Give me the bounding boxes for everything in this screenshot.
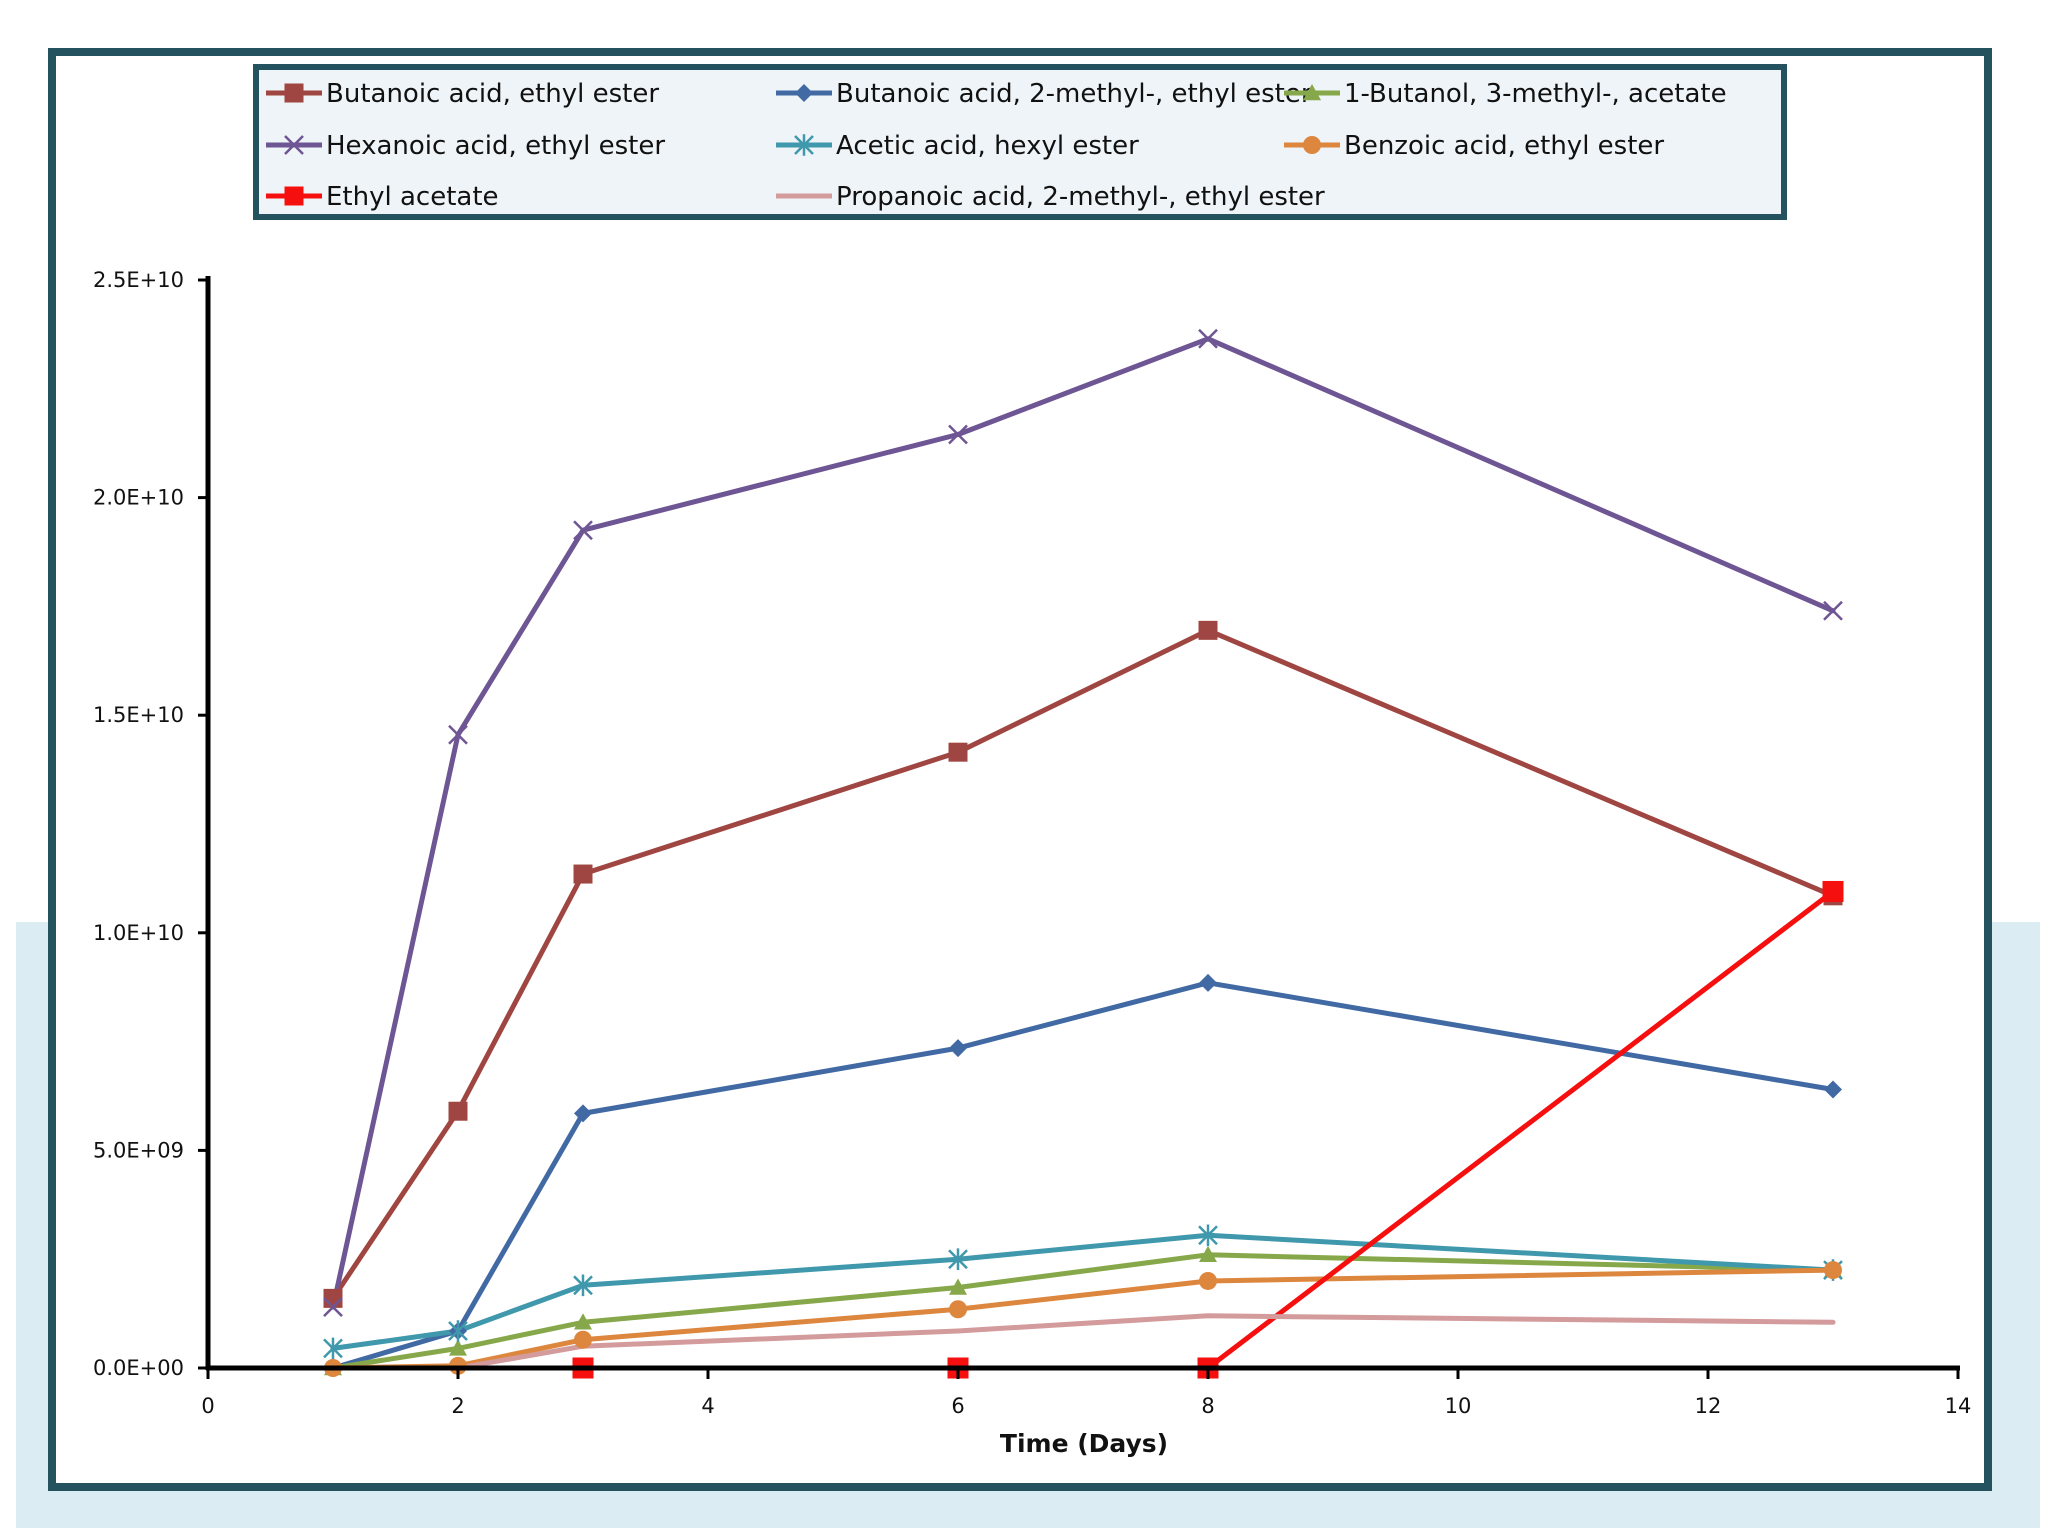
plot-area: 0.0E+00 5.0E+09 1.0E+10 1.5E+10 2.0E+10 2.5E+… (93, 268, 1971, 1458)
y-tick-label: 2.5E+10 (93, 268, 184, 292)
series-line-1-butanol-3-methyl-acetate (330, 1252, 1836, 1371)
legend-marker (284, 83, 304, 103)
data-point-butanoic-acid-ethyl-ester (1198, 620, 1218, 640)
legend-label: Butanoic acid, 2-methyl-, ethyl ester (836, 79, 1312, 109)
legend-label: Benzoic acid, ethyl ester (1344, 131, 1664, 161)
data-point-acetic-acid-hexyl-ester (948, 1248, 968, 1270)
y-tick-label: 2.0E+10 (93, 486, 184, 510)
data-point-acetic-acid-hexyl-ester (1198, 1224, 1218, 1247)
legend-label: Propanoic acid, 2-methyl-, ethyl ester (836, 182, 1325, 212)
series-line-butanoic-acid-ethyl-ester (330, 627, 1836, 1301)
legend-label: Ethyl acetate (326, 182, 499, 212)
data-point-1-butanol-3-methyl-acetate (449, 1339, 467, 1356)
legend-item-butanoic-acid-ethyl-ester: Butanoic acid, ethyl ester (266, 79, 659, 109)
series-line-propanoic-acid-2-methyl-ethyl-ester (330, 1313, 1836, 1371)
x-tick-label: 2 (451, 1394, 464, 1418)
data-point-benzoic-acid-ethyl-ester (1824, 1261, 1842, 1280)
y-tick-label: 0.0E+00 (93, 1356, 184, 1380)
legend-marker (284, 186, 304, 206)
legend-item-acetic-acid-hexyl-ester: Acetic acid, hexyl ester (776, 131, 1139, 161)
x-tick-label: 10 (1445, 1394, 1472, 1418)
data-point-ethyl-acetate (1822, 880, 1844, 902)
y-tick-label: 1.0E+10 (93, 921, 184, 945)
legend-label: Acetic acid, hexyl ester (836, 131, 1139, 161)
data-point-1-butanol-3-methyl-acetate (949, 1278, 967, 1295)
data-point-acetic-acid-hexyl-ester (573, 1274, 593, 1297)
legend-marker (794, 134, 814, 156)
data-point-benzoic-acid-ethyl-ester (1199, 1271, 1217, 1290)
legend-marker (284, 135, 304, 155)
x-axis-title: Time (Days) (1000, 1429, 1168, 1458)
legend-label: Butanoic acid, ethyl ester (326, 79, 659, 109)
series-line-butanoic-acid-2-methyl-ethyl-ester (330, 980, 1836, 1371)
legend-label: 1-Butanol, 3-methyl-, acetate (1344, 79, 1727, 109)
data-point-benzoic-acid-ethyl-ester (949, 1300, 967, 1319)
legend-item-butanoic-acid-2-methyl-ethyl-ester: Butanoic acid, 2-methyl-, ethyl ester (776, 79, 1312, 109)
legend-label: Hexanoic acid, ethyl ester (326, 131, 665, 161)
data-point-hexanoic-acid-ethyl-ester (573, 520, 593, 541)
legend-marker (1303, 84, 1321, 101)
data-point-hexanoic-acid-ethyl-ester (948, 424, 968, 445)
data-point-hexanoic-acid-ethyl-ester (1823, 600, 1843, 621)
data-point-benzoic-acid-ethyl-ester (574, 1330, 592, 1349)
data-point-1-butanol-3-methyl-acetate (1199, 1245, 1217, 1263)
data-point-butanoic-acid-ethyl-ester (448, 1101, 468, 1121)
series-line-hexanoic-acid-ethyl-ester (330, 336, 1836, 1310)
data-point-butanoic-acid-2-methyl-ethyl-ester (1199, 973, 1217, 992)
data-point-hexanoic-acid-ethyl-ester (448, 724, 468, 745)
x-tick-label: 8 (1201, 1394, 1214, 1418)
legend-item-propanoic-acid-2-methyl-ethyl-ester: Propanoic acid, 2-methyl-, ethyl ester (776, 182, 1325, 212)
x-tick-label: 0 (201, 1394, 214, 1418)
legend-item-ethyl-acetate: Ethyl acetate (266, 182, 499, 212)
legend-marker (1303, 136, 1321, 154)
data-point-acetic-acid-hexyl-ester (323, 1337, 343, 1360)
data-point-butanoic-acid-ethyl-ester (573, 864, 593, 884)
data-point-butanoic-acid-ethyl-ester (948, 742, 968, 762)
data-point-butanoic-acid-2-methyl-ethyl-ester (1824, 1080, 1842, 1099)
data-point-butanoic-acid-ethyl-ester (323, 1288, 343, 1308)
legend-item-1-butanol-3-methyl-acetate: 1-Butanol, 3-methyl-, acetate (1284, 79, 1727, 109)
series-line-acetic-acid-hexyl-ester (330, 1232, 1836, 1351)
chart-frame (48, 48, 1992, 1491)
data-point-1-butanol-3-methyl-acetate (574, 1313, 592, 1330)
x-tick-label: 6 (951, 1394, 964, 1418)
data-point-hexanoic-acid-ethyl-ester (1198, 328, 1218, 349)
x-tick-label: 14 (1945, 1394, 1972, 1418)
data-point-butanoic-acid-2-methyl-ethyl-ester (949, 1039, 967, 1058)
legend-marker (795, 84, 813, 102)
legend-item-hexanoic-acid-ethyl-ester: Hexanoic acid, ethyl ester (266, 131, 665, 161)
legend-item-benzoic-acid-ethyl-ester: Benzoic acid, ethyl ester (1284, 131, 1664, 161)
legend: Butanoic acid, ethyl ester Butanoic acid,… (253, 64, 1787, 220)
data-point-hexanoic-acid-ethyl-ester (323, 1297, 343, 1317)
series-line-ethyl-acetate (580, 889, 1836, 1371)
x-tick-label: 4 (701, 1394, 714, 1418)
y-tick-label: 1.5E+10 (93, 703, 184, 727)
data-point-butanoic-acid-2-methyl-ethyl-ester (574, 1104, 592, 1123)
y-tick-label: 5.0E+09 (93, 1138, 184, 1162)
data-point-acetic-acid-hexyl-ester (448, 1320, 468, 1342)
legend-box (253, 64, 1787, 220)
x-tick-label: 12 (1695, 1394, 1722, 1418)
